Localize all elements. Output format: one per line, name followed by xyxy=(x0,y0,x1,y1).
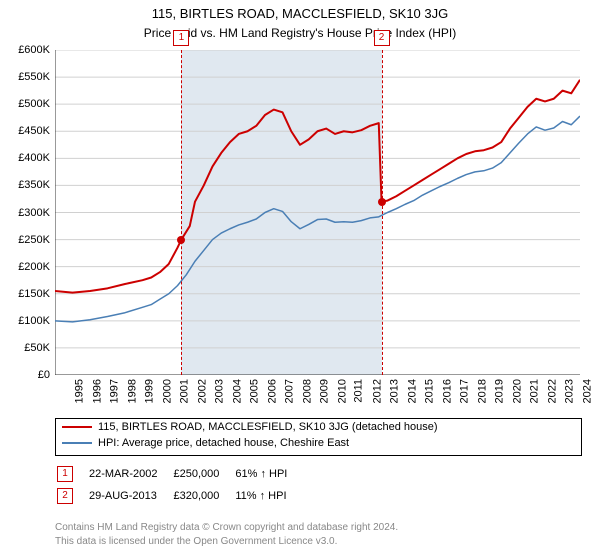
price-chart: £0£50K£100K£150K£200K£250K£300K£350K£400… xyxy=(55,50,580,375)
x-tick-label: 2003 xyxy=(213,379,225,403)
sale-point-dot xyxy=(378,198,386,206)
chart-svg xyxy=(55,50,580,375)
y-tick-label: £550K xyxy=(0,71,50,83)
table-row: 2 29-AUG-2013£320,00011% ↑ HPI xyxy=(57,486,301,506)
legend-swatch xyxy=(62,442,92,444)
y-tick-label: £350K xyxy=(0,179,50,191)
y-tick-label: £300K xyxy=(0,207,50,219)
x-tick-label: 2024 xyxy=(581,379,593,403)
sale-number-box: 2 xyxy=(57,488,73,504)
x-tick-label: 2022 xyxy=(546,379,558,403)
x-tick-label: 2000 xyxy=(161,379,173,403)
sale-price: £320,000 xyxy=(173,486,233,506)
sale-point-dot xyxy=(177,236,185,244)
x-tick-label: 2017 xyxy=(458,379,470,403)
x-tick-label: 1998 xyxy=(126,379,138,403)
page-title: 115, BIRTLES ROAD, MACCLESFIELD, SK10 3J… xyxy=(0,6,600,21)
x-tick-label: 1995 xyxy=(73,379,85,403)
sale-date: 22-MAR-2002 xyxy=(89,464,171,484)
sale-price: £250,000 xyxy=(173,464,233,484)
sale-date: 29-AUG-2013 xyxy=(89,486,171,506)
y-tick-label: £150K xyxy=(0,288,50,300)
y-tick-label: £600K xyxy=(0,44,50,56)
x-tick-label: 2015 xyxy=(423,379,435,403)
x-tick-label: 2007 xyxy=(283,379,295,403)
series-hpi xyxy=(55,116,580,322)
sale-marker-line xyxy=(382,50,383,375)
x-tick-label: 2019 xyxy=(493,379,505,403)
y-tick-label: £450K xyxy=(0,125,50,137)
y-tick-label: £50K xyxy=(0,342,50,354)
table-row: 1 22-MAR-2002£250,00061% ↑ HPI xyxy=(57,464,301,484)
x-tick-label: 2020 xyxy=(511,379,523,403)
sale-delta: 61% ↑ HPI xyxy=(235,464,301,484)
legend-text: 115, BIRTLES ROAD, MACCLESFIELD, SK10 3J… xyxy=(98,421,438,433)
y-tick-label: £100K xyxy=(0,315,50,327)
x-tick-label: 1996 xyxy=(91,379,103,403)
y-tick-label: £400K xyxy=(0,152,50,164)
y-tick-label: £200K xyxy=(0,261,50,273)
x-tick-label: 2013 xyxy=(388,379,400,403)
x-tick-label: 2008 xyxy=(301,379,313,403)
x-tick-label: 2014 xyxy=(406,379,418,403)
legend-text: HPI: Average price, detached house, Ches… xyxy=(98,437,349,449)
sale-marker-line xyxy=(181,50,182,375)
sale-marker-box: 2 xyxy=(374,30,390,46)
x-tick-label: 2004 xyxy=(231,379,243,403)
x-tick-label: 2006 xyxy=(266,379,278,403)
sale-delta: 11% ↑ HPI xyxy=(235,486,301,506)
x-tick-label: 2012 xyxy=(371,379,383,403)
x-tick-label: 1997 xyxy=(108,379,120,403)
x-tick-label: 2011 xyxy=(353,379,365,403)
x-tick-label: 2023 xyxy=(563,379,575,403)
x-tick-label: 2016 xyxy=(441,379,453,403)
x-tick-label: 2001 xyxy=(178,379,190,403)
y-tick-label: £500K xyxy=(0,98,50,110)
legend-swatch xyxy=(62,426,92,428)
sales-table: 1 22-MAR-2002£250,00061% ↑ HPI 2 29-AUG-201… xyxy=(55,462,303,508)
x-tick-label: 1999 xyxy=(143,379,155,403)
y-tick-label: £0 xyxy=(0,369,50,381)
page-subtitle: Price paid vs. HM Land Registry's House … xyxy=(0,26,600,40)
x-axis-labels: 1995 1996 1997 1998 1999 2000 2001 2002 2003 2004… xyxy=(55,379,580,419)
x-tick-label: 2005 xyxy=(248,379,260,403)
footer-line-2: This data is licensed under the Open Gov… xyxy=(55,536,337,547)
legend-row: HPI: Average price, detached house, Ches… xyxy=(56,435,581,451)
legend-row: 115, BIRTLES ROAD, MACCLESFIELD, SK10 3J… xyxy=(56,419,581,435)
footer-line-1: Contains HM Land Registry data © Crown c… xyxy=(55,522,398,533)
sale-marker-box: 1 xyxy=(173,30,189,46)
x-tick-label: 2009 xyxy=(318,379,330,403)
sale-number-box: 1 xyxy=(57,466,73,482)
chart-legend: 115, BIRTLES ROAD, MACCLESFIELD, SK10 3J… xyxy=(55,418,582,456)
series-price_paid xyxy=(55,80,580,293)
x-tick-label: 2002 xyxy=(196,379,208,403)
y-tick-label: £250K xyxy=(0,234,50,246)
y-axis-labels: £0£50K£100K£150K£200K£250K£300K£350K£400… xyxy=(0,50,50,375)
x-tick-label: 2021 xyxy=(528,379,540,403)
x-tick-label: 2010 xyxy=(336,379,348,403)
x-tick-label: 2018 xyxy=(476,379,488,403)
